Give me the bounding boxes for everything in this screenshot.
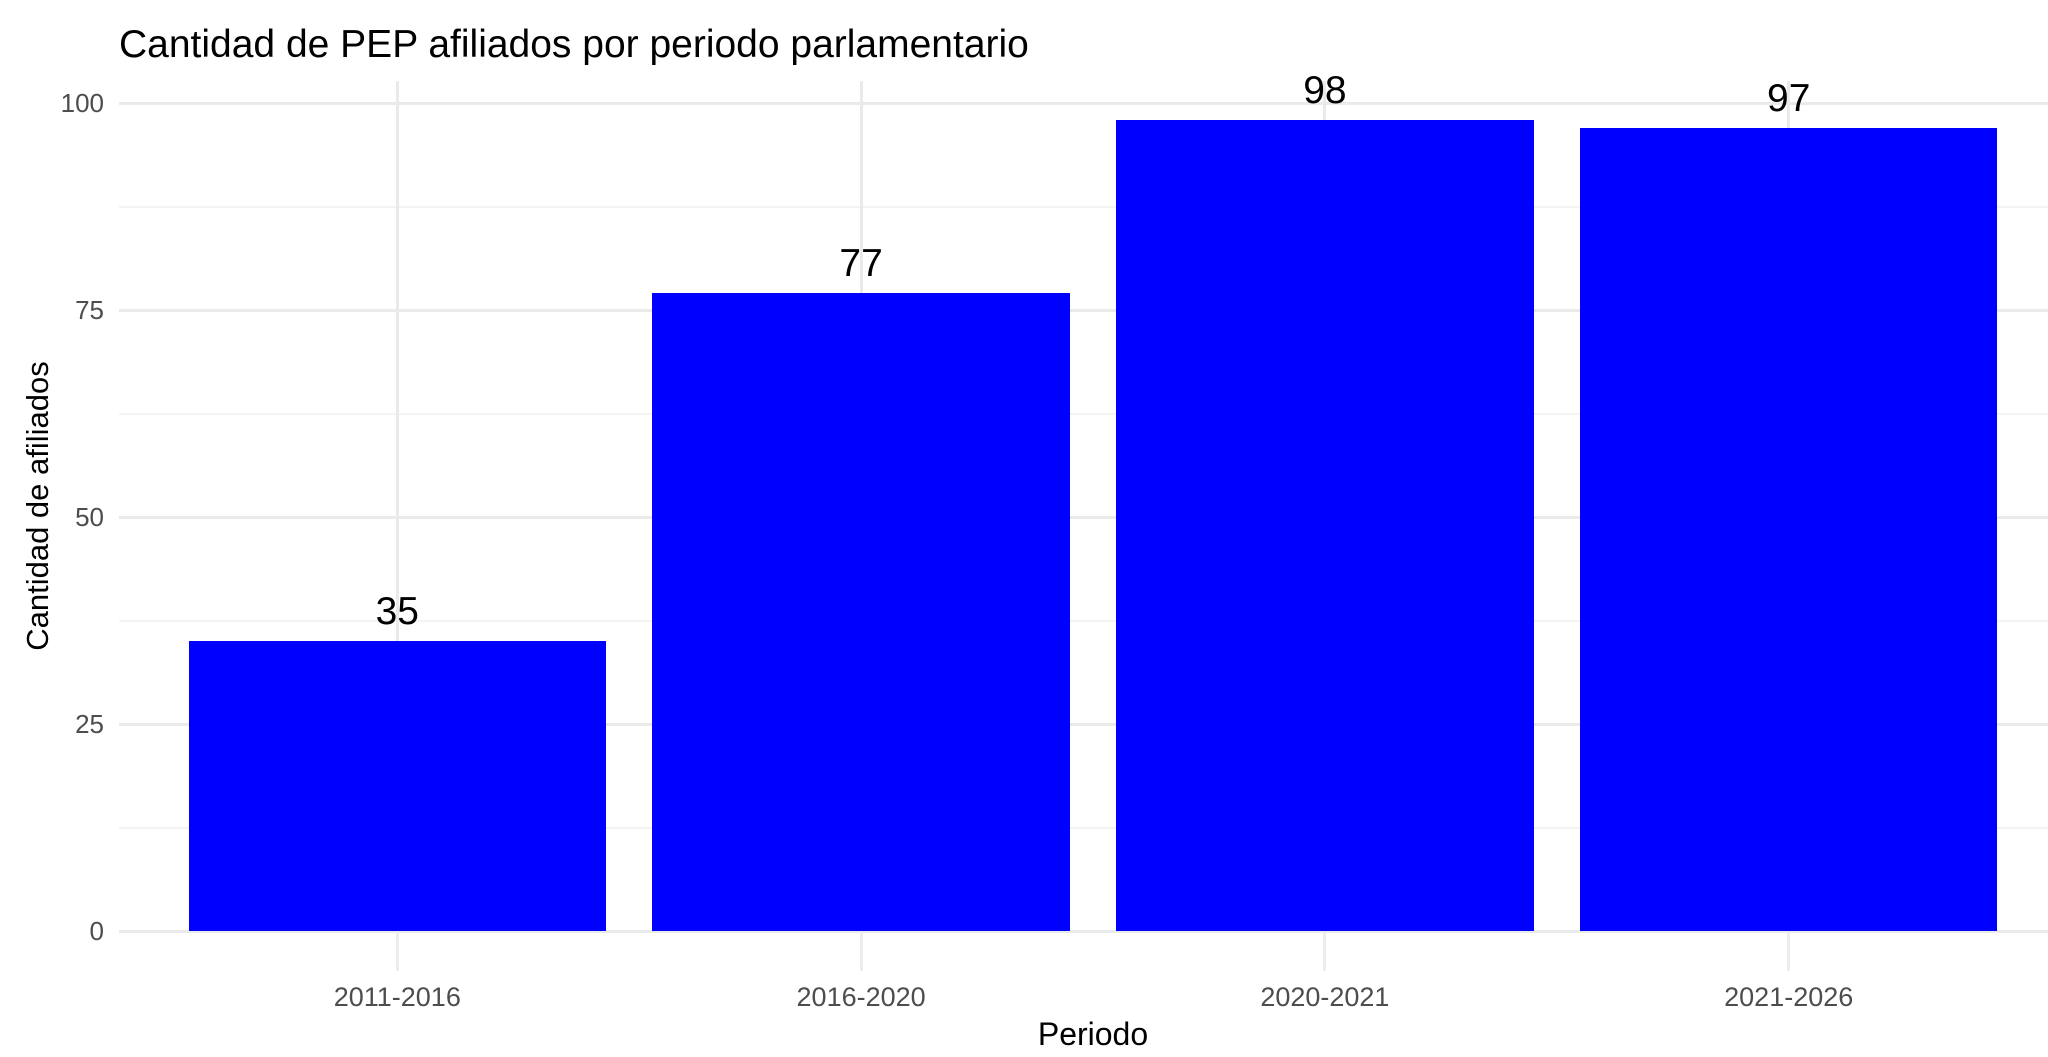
h-gridline-major [119,722,2048,726]
y-tick-label: 25 [75,709,104,739]
bar-value-label: 98 [1303,68,1347,112]
x-tick-mark [859,931,863,971]
h-gridline-minor [119,205,2048,208]
v-gridline [395,81,399,931]
h-gridline-major [119,515,2048,519]
x-tick-mark [1323,931,1327,971]
h-gridline-minor [119,826,2048,829]
x-tick-label: 2016-2020 [796,982,926,1012]
h-gridline-minor [119,412,2048,415]
h-gridline-major [119,101,2048,105]
h-gridline-minor [119,619,2048,622]
x-tick-label: 2020-2021 [1260,982,1390,1012]
y-tick-label: 0 [89,916,104,946]
chart-title: Cantidad de PEP afiliados por periodo pa… [119,23,1029,66]
h-gridline-major [119,929,2048,933]
bar-value-label: 97 [1767,76,1811,120]
y-tick-label: 100 [60,88,104,118]
bar-value-label: 35 [375,590,419,634]
bar [1580,127,1998,931]
y-tick-label: 50 [75,502,104,532]
x-tick-mark [1787,931,1791,971]
bar [188,641,606,931]
y-tick-label: 75 [75,295,104,325]
bar [652,293,1070,931]
x-tick-label: 2011-2016 [333,982,461,1012]
bar [1116,119,1534,931]
bar-value-label: 77 [839,242,883,286]
x-tick-label: 2021-2026 [1724,982,1854,1012]
x-tick-mark [395,931,399,971]
x-axis-title: Periodo [1037,1016,1149,1052]
h-gridline-major [119,308,2048,312]
